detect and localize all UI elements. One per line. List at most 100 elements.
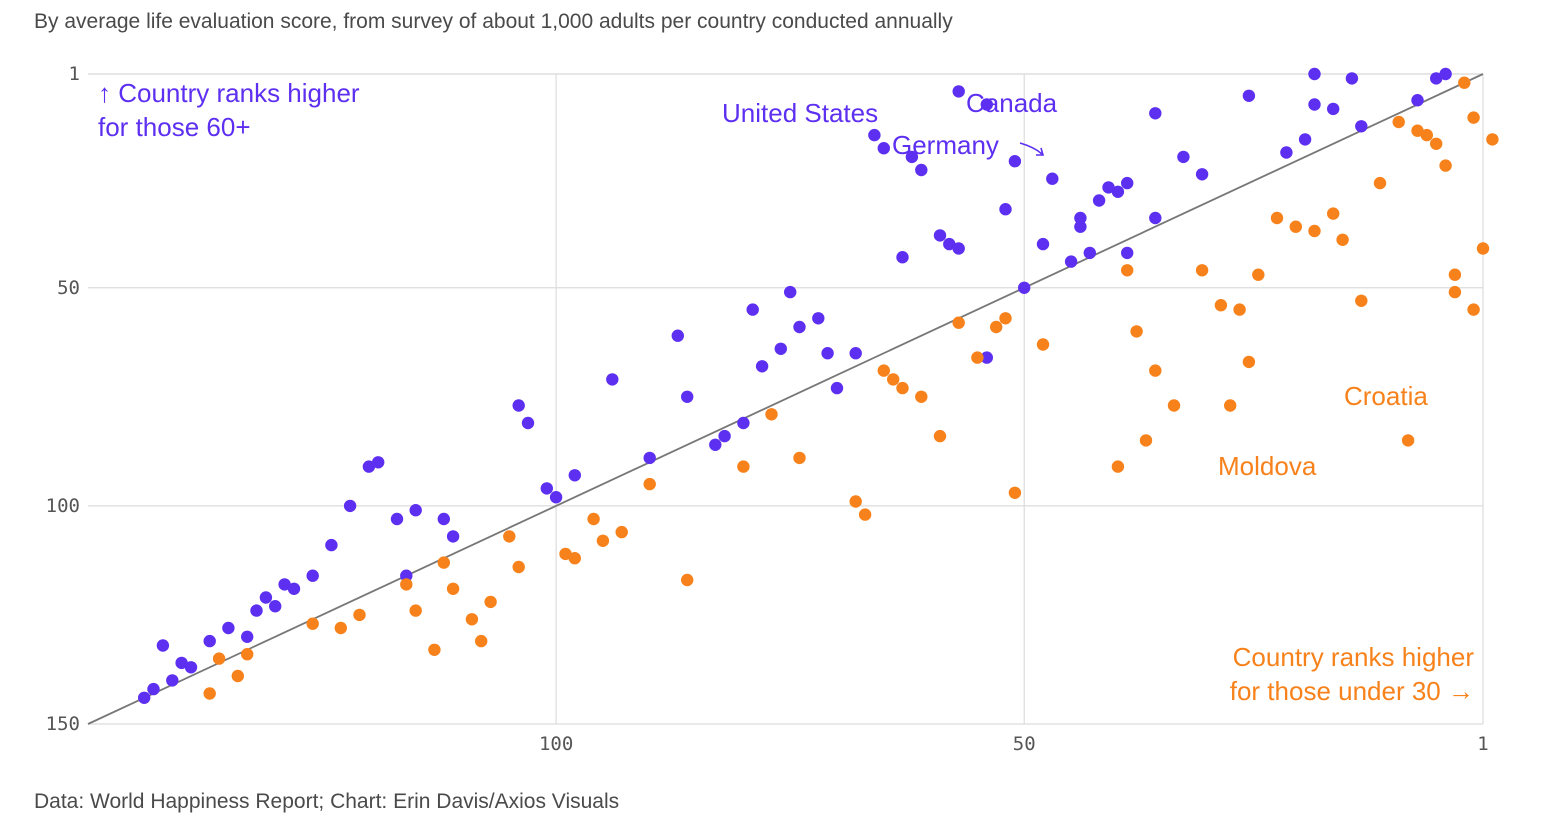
data-point	[184, 661, 198, 674]
data-point	[681, 573, 694, 587]
data-point	[1111, 460, 1125, 473]
corner-annotation-older-line1: ↑ Country ranks higher	[98, 78, 360, 108]
data-point	[306, 617, 319, 630]
data-point	[241, 630, 254, 643]
data-point	[1336, 233, 1349, 246]
data-point	[1092, 194, 1106, 207]
data-point	[1195, 264, 1209, 277]
data-point	[1214, 299, 1228, 312]
data-point	[1036, 237, 1050, 251]
data-point	[971, 351, 984, 364]
series-older-higher	[138, 67, 1452, 704]
data-point	[1420, 128, 1434, 142]
data-point	[980, 98, 993, 111]
data-point	[1149, 107, 1162, 120]
data-point	[428, 643, 441, 656]
data-point	[503, 530, 516, 543]
data-point	[1242, 89, 1256, 103]
data-point	[1270, 211, 1284, 225]
x-tick-label: 100	[539, 733, 573, 755]
data-point	[671, 329, 684, 342]
data-point	[999, 312, 1012, 325]
data-point	[334, 621, 347, 635]
data-point	[1476, 242, 1490, 255]
data-point	[446, 582, 460, 595]
equal-rank-line	[87, 73, 1484, 725]
data-point	[250, 604, 263, 617]
data-point	[1308, 224, 1321, 238]
data-point	[1139, 434, 1153, 447]
data-point	[1345, 72, 1359, 85]
data-point	[868, 128, 881, 142]
data-point	[1327, 207, 1340, 220]
data-point	[343, 499, 357, 513]
data-point	[203, 687, 216, 700]
data-point	[1102, 181, 1115, 194]
data-point	[737, 416, 750, 430]
data-point	[568, 469, 581, 482]
corner-annotation-older-line2: for those 60+	[98, 112, 251, 142]
data-point	[1439, 159, 1452, 172]
data-point	[465, 613, 479, 626]
data-point	[1036, 338, 1050, 351]
x-tick-label: 1	[1477, 733, 1488, 755]
data-point	[1111, 185, 1125, 198]
data-point	[952, 85, 965, 98]
data-point	[559, 547, 572, 561]
data-point	[1167, 399, 1181, 412]
data-point	[943, 237, 956, 251]
data-point	[1074, 220, 1087, 233]
data-point	[540, 482, 553, 495]
data-point	[1448, 285, 1462, 299]
data-point	[1008, 155, 1022, 168]
x-tick-label: 50	[1013, 733, 1036, 755]
data-point	[484, 595, 497, 609]
label-germany: Germany	[892, 130, 999, 160]
data-point	[241, 648, 254, 661]
data-point	[905, 150, 919, 164]
data-point	[1252, 268, 1265, 281]
data-point	[437, 512, 450, 526]
data-point	[587, 512, 600, 526]
label-united-states: United States	[722, 98, 878, 128]
chart-subtitle: By average life evaluation score, from s…	[34, 10, 953, 33]
data-point	[1467, 303, 1480, 316]
data-point	[896, 381, 909, 395]
data-point	[1008, 486, 1022, 499]
data-point	[1121, 246, 1134, 260]
data-point	[896, 251, 909, 264]
data-point	[887, 373, 900, 386]
data-point	[231, 669, 244, 683]
data-point	[166, 674, 179, 687]
data-point	[1121, 264, 1134, 277]
data-point	[999, 203, 1012, 216]
data-point	[877, 364, 890, 377]
data-point	[952, 316, 965, 329]
data-point	[1411, 94, 1424, 107]
data-point	[812, 312, 825, 325]
y-tick-label: 1	[69, 63, 80, 85]
data-point	[1430, 72, 1443, 85]
data-point	[1327, 102, 1340, 116]
data-point	[1298, 133, 1312, 146]
data-point	[718, 429, 731, 443]
data-point	[1064, 255, 1078, 268]
data-point	[615, 525, 628, 539]
data-point	[1280, 146, 1293, 159]
data-point	[138, 691, 151, 704]
data-point	[1130, 325, 1143, 338]
data-point	[175, 656, 188, 670]
data-point	[1430, 137, 1443, 150]
chart-source: Data: World Happiness Report; Chart: Eri…	[34, 790, 620, 813]
data-point	[933, 429, 947, 443]
germany-arrow	[1019, 142, 1045, 156]
data-point	[1401, 434, 1415, 447]
diagonal-reference	[87, 73, 1484, 725]
data-point	[156, 639, 170, 652]
data-point	[409, 604, 422, 617]
data-point	[1439, 67, 1452, 81]
label-moldova: Moldova	[1218, 451, 1317, 481]
data-points	[138, 67, 1499, 704]
data-point	[765, 408, 778, 421]
